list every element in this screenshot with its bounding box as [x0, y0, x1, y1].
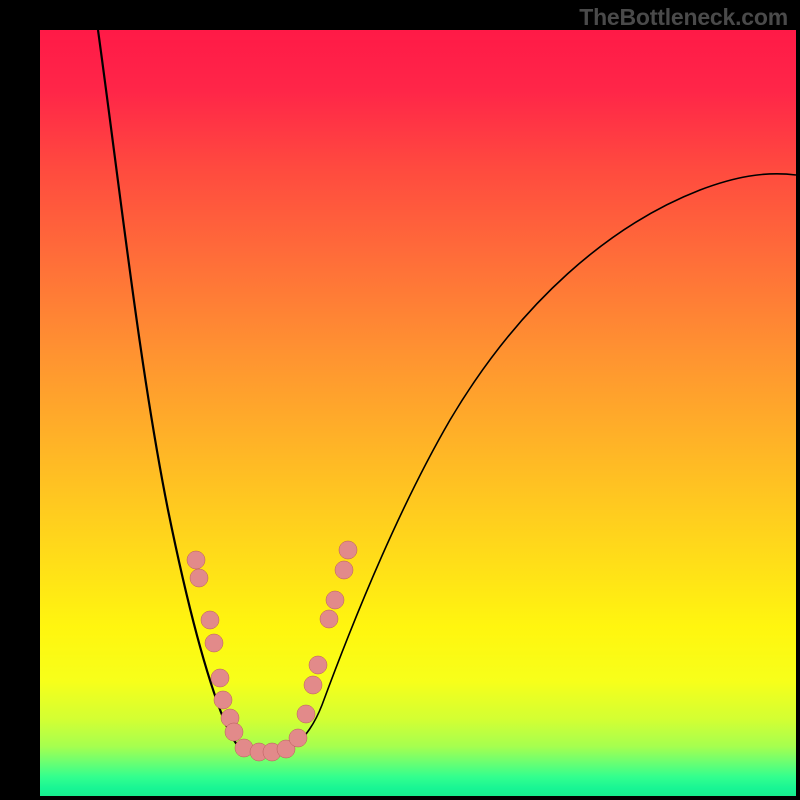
scatter-point: [211, 669, 229, 687]
scatter-point: [187, 551, 205, 569]
watermark-label: TheBottleneck.com: [579, 4, 788, 31]
gradient-plot-background: [40, 30, 796, 796]
scatter-point: [289, 729, 307, 747]
scatter-point: [225, 723, 243, 741]
scatter-point: [309, 656, 327, 674]
scatter-point: [320, 610, 338, 628]
scatter-point: [214, 691, 232, 709]
scatter-point: [201, 611, 219, 629]
scatter-point: [297, 705, 315, 723]
page-root: TheBottleneck.com: [0, 0, 800, 800]
scatter-point: [326, 591, 344, 609]
scatter-point: [304, 676, 322, 694]
scatter-point: [335, 561, 353, 579]
bottleneck-chart: [0, 0, 800, 800]
scatter-point: [339, 541, 357, 559]
scatter-point: [205, 634, 223, 652]
scatter-point: [190, 569, 208, 587]
